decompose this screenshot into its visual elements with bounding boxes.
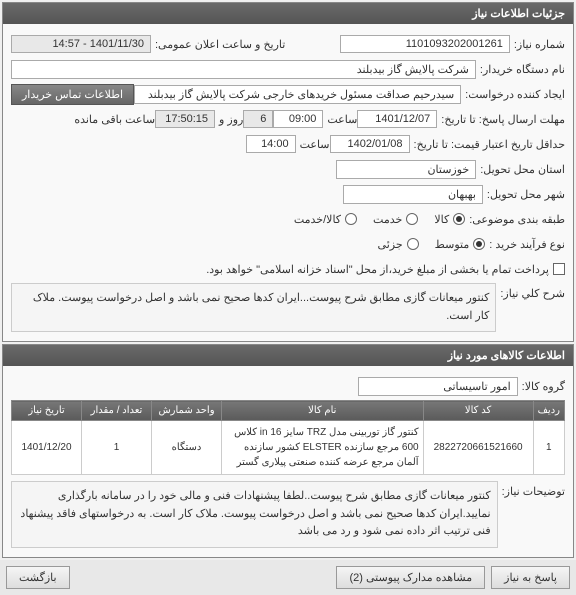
back-button[interactable]: بازگشت (6, 566, 70, 589)
class-opt-b[interactable]: خدمت (373, 213, 418, 226)
class-opt-c-label: کالا/خدمت (294, 213, 341, 226)
goods-table: ردیف کد کالا نام کالا واحد شمارش تعداد /… (11, 400, 565, 475)
province-field: خوزستان (336, 160, 476, 179)
need-no-field: 1101093202001261 (340, 35, 510, 53)
need-no-label: شماره نیاز: (514, 38, 565, 51)
city-label: شهر محل تحویل: (487, 188, 565, 201)
process-opt-b[interactable]: جزئی (378, 238, 419, 251)
table-header-row: ردیف کد کالا نام کالا واحد شمارش تعداد /… (12, 401, 565, 421)
col-code: کد کالا (423, 401, 533, 421)
province-label: استان محل تحویل: (480, 163, 565, 176)
buyer-label: نام دستگاه خریدار: (480, 63, 565, 76)
pub-date-field: 1401/11/30 - 14:57 (11, 35, 151, 53)
col-date: تاریخ نیاز (12, 401, 82, 421)
class-opt-a-label: کالا (434, 213, 449, 226)
deadline-date: 1401/12/07 (357, 110, 437, 128)
buyer-field: شرکت پالایش گاز بیدبلند (11, 60, 476, 79)
panel1-title: جزئیات اطلاعات نیاز (3, 3, 573, 24)
credit-time: 14:00 (246, 135, 296, 153)
col-unit: واحد شمارش (152, 401, 222, 421)
radio-icon (406, 213, 418, 225)
class-radio-group: کالا خدمت کالا/خدمت (294, 213, 465, 226)
group-field: امور تاسیساتی (358, 377, 518, 396)
deadline-label: مهلت ارسال پاسخ: تا تاریخ: (441, 113, 565, 126)
goods-panel: اطلاعات کالاهای مورد نیاز گروه کالا: امو… (2, 344, 574, 558)
contact-button[interactable]: اطلاعات تماس خریدار (11, 84, 134, 105)
requester-label: ایجاد کننده درخواست: (465, 88, 565, 101)
cell-code: 2822720661521660 (423, 421, 533, 475)
cell-date: 1401/12/20 (12, 421, 82, 475)
need-desc-label: شرح کلي نیاز: (500, 283, 565, 300)
panel2-title: اطلاعات کالاهای مورد نیاز (3, 345, 573, 366)
class-opt-c[interactable]: کالا/خدمت (294, 213, 357, 226)
col-row: ردیف (533, 401, 564, 421)
panel1-body: شماره نیاز: 1101093202001261 تاریخ و ساع… (3, 24, 573, 341)
city-field: بهبهان (343, 185, 483, 204)
credit-time-label: ساعت (300, 138, 330, 151)
attachments-button[interactable]: مشاهده مدارک پیوستی (2) (336, 566, 485, 589)
days-field: 6 (243, 110, 273, 128)
requester-field: سیدرحیم صداقت مسئول خریدهای خارجی شرکت پ… (134, 85, 461, 104)
extra-label: توضیحات نیاز: (502, 481, 565, 498)
process-radio-group: متوسط جزئی (378, 238, 486, 251)
footer-buttons: پاسخ به نیاز مشاهده مدارک پیوستی (2) باز… (0, 560, 576, 595)
class-label: طبقه بندی موضوعی: (469, 213, 565, 226)
payment-note: پرداخت تمام یا بخشی از مبلغ خرید،از محل … (206, 263, 549, 276)
need-details-panel: جزئیات اطلاعات نیاز شماره نیاز: 11010932… (2, 2, 574, 342)
credit-date: 1402/01/08 (330, 135, 410, 153)
process-label: نوع فرآیند خرید : (489, 238, 565, 251)
extra-desc-box: کنتور میعانات گازی مطابق شرح پیوست..لطفا… (11, 481, 498, 548)
credit-label: حداقل تاریخ اعتبار قیمت: تا تاریخ: (414, 138, 565, 151)
need-desc-box: کنتور میعانات گازی مطابق شرح پیوست...ایر… (11, 283, 496, 332)
cell-row: 1 (533, 421, 564, 475)
pub-date-label: تاریخ و ساعت اعلان عمومی: (155, 38, 285, 51)
remain-label: ساعت باقی مانده (74, 113, 155, 126)
process-opt-a-label: متوسط (435, 238, 470, 251)
process-opt-b-label: جزئی (378, 238, 403, 251)
cell-qty: 1 (82, 421, 152, 475)
group-label: گروه کالا: (522, 380, 565, 393)
radio-icon (407, 238, 419, 250)
remain-time: 17:50:15 (155, 110, 215, 128)
deadline-time: 09:00 (273, 110, 323, 128)
col-name: نام کالا (222, 401, 424, 421)
cell-name: کنتور گاز توربینی مدل TRZ سایز 16 in کلا… (222, 421, 424, 475)
class-opt-b-label: خدمت (373, 213, 402, 226)
class-opt-a[interactable]: کالا (434, 213, 465, 226)
panel2-body: گروه کالا: امور تاسیساتی ردیف کد کالا نا… (3, 366, 573, 557)
process-opt-a[interactable]: متوسط (435, 238, 486, 251)
radio-icon (453, 213, 465, 225)
reply-button[interactable]: پاسخ به نیاز (491, 566, 570, 589)
col-qty: تعداد / مقدار (82, 401, 152, 421)
cell-unit: دستگاه (152, 421, 222, 475)
payment-checkbox[interactable] (553, 263, 565, 275)
table-row: 1 2822720661521660 کنتور گاز توربینی مدل… (12, 421, 565, 475)
radio-icon (345, 213, 357, 225)
days-label: روز و (219, 113, 243, 126)
deadline-time-label: ساعت (327, 113, 357, 126)
radio-icon (473, 238, 485, 250)
